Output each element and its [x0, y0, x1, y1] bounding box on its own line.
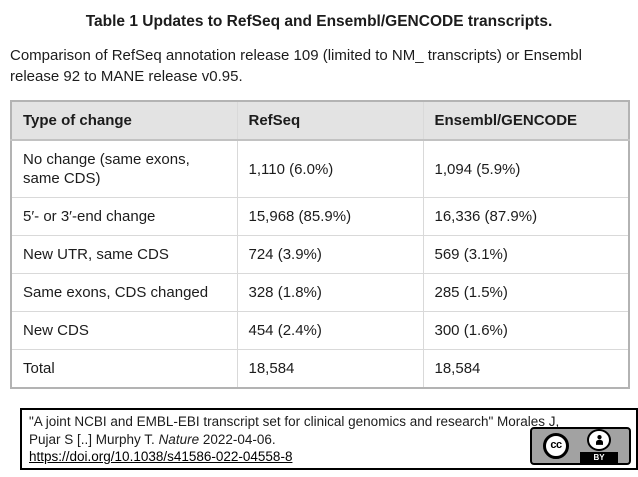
table-title: Table 1 Updates to RefSeq and Ensembl/GE… [85, 13, 553, 30]
table-row: No change (same exons, same CDS) 1,110 (… [11, 139, 629, 198]
cc-logo-icon: cc [543, 433, 569, 459]
refseq-value: 1,110 (6.0%) [236, 139, 423, 198]
table-row-total: Total 18,584 18,584 [11, 349, 629, 388]
citation-authors: Pujar S [..] Murphy T. [29, 431, 159, 447]
ensembl-value: 1,094 (5.9%) [422, 139, 629, 198]
table-caption: Comparison of RefSeq annotation release … [10, 47, 582, 85]
table-row: 5′- or 3′-end change 15,968 (85.9%) 16,3… [11, 197, 629, 236]
by-label: BY [580, 452, 618, 463]
table-row: Same exons, CDS changed 328 (1.8%) 285 (… [11, 273, 629, 312]
column-header-ensembl-gencode: Ensembl/GENCODE [422, 101, 629, 141]
table-header-row: Type of change RefSeq Ensembl/GENCODE [11, 101, 629, 141]
citation-line2: Pujar S [..] Murphy T. Nature 2022-04-06… [29, 432, 276, 447]
column-header-type-of-change: Type of change [11, 101, 237, 141]
citation-date: 2022-04-06. [199, 431, 276, 447]
ensembl-value: 285 (1.5%) [422, 273, 629, 312]
citation-journal: Nature [158, 431, 200, 447]
attribution-group: BY [580, 429, 618, 463]
row-label: No change (same exons, same CDS) [11, 139, 237, 198]
row-label: Same exons, CDS changed [11, 273, 237, 312]
ensembl-value: 569 (3.1%) [422, 235, 629, 274]
row-label: New CDS [11, 311, 237, 350]
person-icon [587, 429, 611, 451]
doi-link[interactable]: https://doi.org/10.1038/s41586-022-04558… [29, 449, 293, 464]
ensembl-value: 16,336 (87.9%) [422, 197, 629, 236]
column-header-refseq: RefSeq [236, 101, 423, 141]
refseq-value: 18,584 [236, 349, 423, 388]
row-label: Total [11, 349, 237, 388]
refseq-value: 724 (3.9%) [236, 235, 423, 274]
refseq-value: 15,968 (85.9%) [236, 197, 423, 236]
row-label: 5′- or 3′-end change [11, 197, 237, 236]
citation-line1: "A joint NCBI and EMBL-EBI transcript se… [29, 414, 560, 429]
comparison-table: Type of change RefSeq Ensembl/GENCODE No… [10, 100, 630, 389]
table-row: New UTR, same CDS 724 (3.9%) 569 (3.1%) [11, 235, 629, 274]
ensembl-value: 18,584 [422, 349, 629, 388]
cc-by-license-badge[interactable]: cc BY [530, 427, 631, 465]
row-label: New UTR, same CDS [11, 235, 237, 274]
refseq-value: 454 (2.4%) [236, 311, 423, 350]
refseq-value: 328 (1.8%) [236, 273, 423, 312]
table-row: New CDS 454 (2.4%) 300 (1.6%) [11, 311, 629, 350]
citation-box: "A joint NCBI and EMBL-EBI transcript se… [20, 408, 638, 470]
ensembl-value: 300 (1.6%) [422, 311, 629, 350]
